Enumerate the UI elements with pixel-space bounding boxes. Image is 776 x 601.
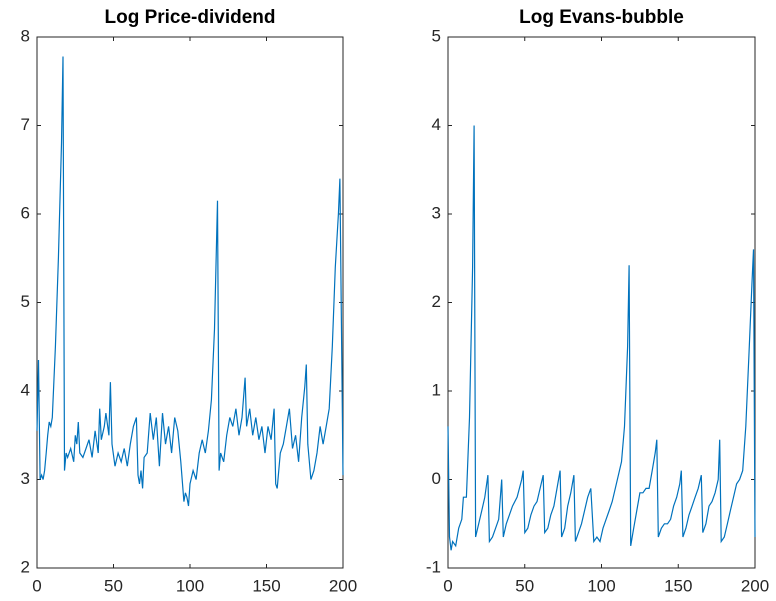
x-tick-label: 150 [252,576,280,595]
y-tick-label: 3 [21,469,30,488]
x-tick-label: 0 [443,576,452,595]
y-tick-label: 3 [432,203,441,222]
y-tick-label: 4 [21,380,30,399]
y-tick-label: 8 [21,26,30,45]
y-tick-label: 1 [432,380,441,399]
x-tick-label: 50 [515,576,534,595]
y-tick-label: 5 [432,26,441,45]
data-line [36,56,344,507]
x-tick-label: 50 [104,576,123,595]
data-line [447,125,756,551]
x-tick-label: 100 [587,576,615,595]
y-tick-label: 7 [21,115,30,134]
chart-title: Log Price-dividend [104,7,275,28]
plot-area [447,36,756,569]
chart-title: Log Evans-bubble [519,7,684,28]
x-tick-label: 200 [741,576,769,595]
y-tick-label: 6 [21,203,30,222]
x-tick-label: 0 [32,576,41,595]
plot-area [36,36,344,569]
y-tick-label: 5 [21,292,30,311]
y-tick-label: 4 [432,115,441,134]
x-tick-label: 100 [176,576,204,595]
y-tick-label: 0 [432,469,441,488]
x-tick-label: 150 [664,576,692,595]
x-tick-label: 200 [329,576,357,595]
y-tick-label: 2 [21,557,30,576]
y-tick-label: -1 [426,557,441,576]
y-tick-label: 2 [432,292,441,311]
